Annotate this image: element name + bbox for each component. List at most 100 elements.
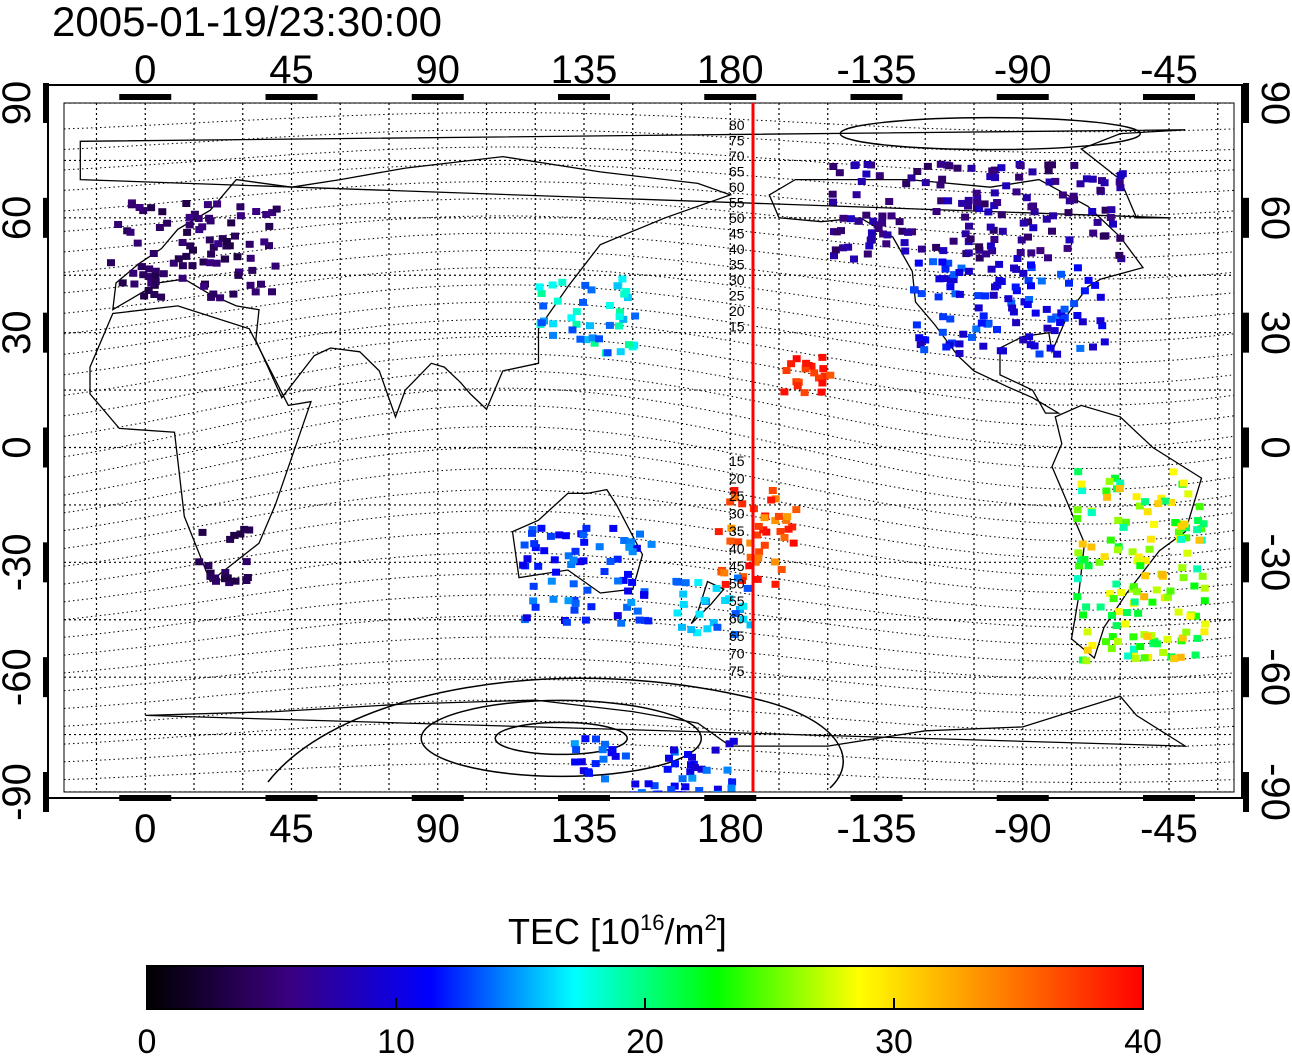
tec-point-australia xyxy=(569,580,578,588)
tec-point-south-africa xyxy=(211,574,220,582)
tec-point-north-america xyxy=(955,269,964,276)
tec-point-canada xyxy=(1051,177,1060,185)
tec-point-australia xyxy=(523,555,532,563)
tec-point-south-africa xyxy=(223,574,232,582)
tec-point-south-america xyxy=(1163,635,1172,643)
tec-point-south-america xyxy=(1191,612,1200,620)
tec-point-east-asia xyxy=(548,281,557,289)
frame-tick xyxy=(1243,772,1249,812)
tec-point-south-america xyxy=(1078,540,1087,548)
top-lon-tick-label: 180 xyxy=(697,48,764,92)
tec-point-canada xyxy=(997,211,1006,219)
tec-point-pacific-north xyxy=(780,388,789,396)
frame-tick xyxy=(411,94,464,100)
tec-data-points xyxy=(107,160,1210,792)
magnetic-latitude-contour xyxy=(64,181,1234,217)
tec-point-north-america xyxy=(989,291,998,299)
tec-point-antarctic xyxy=(585,769,593,777)
tec-point-antarctic xyxy=(681,783,690,791)
magnetic-lat-label: 55 xyxy=(729,593,745,609)
magnetic-lat-label: 45 xyxy=(729,226,745,242)
tec-point-east-asia xyxy=(620,290,629,298)
tec-point-antarctic xyxy=(572,746,581,754)
tec-point-canada xyxy=(1065,197,1074,205)
tec-point-east-asia xyxy=(579,298,587,306)
tec-point-north-america xyxy=(942,343,951,351)
tec-point-south-america xyxy=(1129,645,1138,653)
tec-point-south-america xyxy=(1183,549,1192,557)
tec-point-south-america xyxy=(1114,608,1123,616)
tec-point-canada xyxy=(1082,175,1091,183)
tec-point-europe xyxy=(218,235,227,243)
tec-point-canada xyxy=(865,242,874,250)
tec-point-canada xyxy=(964,196,973,204)
tec-point-south-america xyxy=(1109,595,1118,603)
tec-point-canada xyxy=(1036,247,1045,255)
tec-point-canada xyxy=(917,245,926,253)
tec-point-canada xyxy=(993,199,1002,206)
tec-point-canada xyxy=(1016,249,1025,256)
tec-point-canada xyxy=(938,175,947,183)
magnetic-latitude-contour xyxy=(64,198,1234,238)
tec-point-canada xyxy=(1024,218,1033,226)
bottom-lon-tick-label: 0 xyxy=(134,807,156,851)
top-lon-tick-label: -45 xyxy=(1140,48,1198,92)
tec-point-europe xyxy=(144,287,153,294)
tec-point-antarctic xyxy=(671,760,679,768)
tec-point-south-america xyxy=(1146,535,1155,543)
frame-tick xyxy=(43,427,49,468)
tec-point-north-america xyxy=(1026,341,1035,349)
tec-point-north-america xyxy=(1056,319,1065,326)
tec-point-north-america xyxy=(972,325,981,333)
tec-point-europe xyxy=(190,210,199,218)
bottom-lon-tick-label: 90 xyxy=(416,807,461,851)
tec-point-east-asia xyxy=(590,339,599,347)
tec-point-south-america xyxy=(1195,536,1204,544)
top-lon-tick-label: 0 xyxy=(134,48,156,92)
magnetic-lat-label: 75 xyxy=(729,133,745,149)
tec-point-south-america xyxy=(1129,633,1138,641)
tec-point-canada xyxy=(1024,233,1032,241)
tec-point-east-asia xyxy=(549,331,557,339)
tec-point-north-america xyxy=(938,328,947,336)
tec-point-pacific-north xyxy=(819,365,828,373)
tec-point-canada xyxy=(1044,254,1052,262)
tec-point-australia xyxy=(531,544,540,552)
magnetic-lat-label: 15 xyxy=(729,319,745,335)
tec-point-new-zealand xyxy=(672,577,681,585)
tec-point-south-america xyxy=(1201,620,1210,628)
tec-point-south-america xyxy=(1124,652,1133,660)
tec-point-north-america xyxy=(1012,319,1021,327)
tec-point-canada xyxy=(1049,212,1057,220)
tec-point-east-asia xyxy=(535,283,544,291)
left-lat-tick-label: 90 xyxy=(0,81,39,126)
tec-point-europe xyxy=(206,259,215,267)
tec-point-canada xyxy=(1019,219,1028,227)
tec-point-north-america xyxy=(987,265,996,273)
frame-tick xyxy=(996,94,1049,100)
tec-point-canada xyxy=(945,162,954,170)
tec-point-new-zealand xyxy=(739,602,748,610)
tec-point-north-america xyxy=(938,258,947,266)
tec-point-north-america xyxy=(950,271,959,279)
bottom-lon-tick-label: -90 xyxy=(994,807,1052,851)
tec-point-north-america xyxy=(912,321,921,329)
frame-tick xyxy=(1243,83,1249,123)
tec-point-canada xyxy=(852,191,861,199)
tec-point-canada xyxy=(850,162,859,170)
tec-point-pacific-south xyxy=(759,526,768,534)
tec-point-europe xyxy=(174,255,183,263)
tec-point-antarctic xyxy=(729,737,738,745)
tec-point-antarctic xyxy=(571,758,580,766)
tec-point-europe xyxy=(118,279,127,287)
tec-point-canada xyxy=(879,230,888,238)
tec-point-north-america xyxy=(1052,314,1061,322)
right-lat-tick-label: 90 xyxy=(1253,81,1292,126)
tec-point-europe xyxy=(147,279,156,287)
tec-point-canada xyxy=(869,217,878,225)
frame-tick xyxy=(558,94,610,100)
tec-point-canada xyxy=(975,243,984,251)
tec-point-east-asia xyxy=(618,275,627,283)
tec-point-europe xyxy=(178,239,187,246)
top-longitude-ticks: 0 45 90 135 180 -135 -90 -45 xyxy=(134,48,1198,92)
